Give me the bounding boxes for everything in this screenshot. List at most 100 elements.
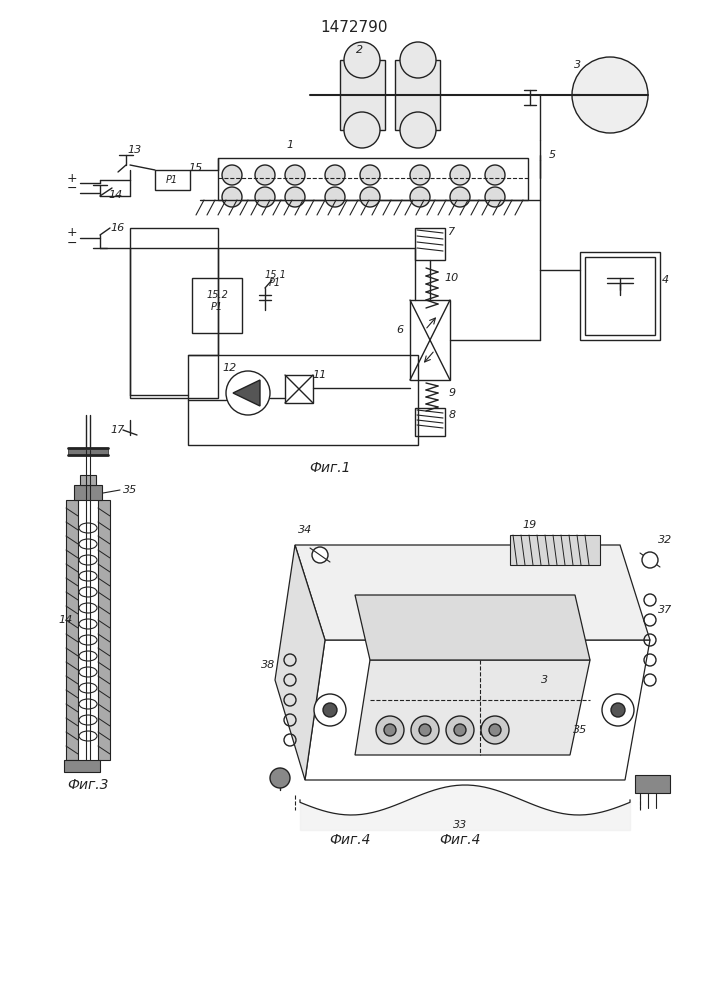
Text: 1: 1 [286, 140, 293, 150]
Circle shape [642, 552, 658, 568]
Text: 3: 3 [542, 675, 549, 685]
Bar [285, 375, 313, 403]
Text: 7: 7 [448, 227, 455, 237]
Bar [410, 300, 450, 380]
Text: +: + [66, 227, 77, 239]
Text: 35: 35 [123, 485, 137, 495]
Text: P1: P1 [166, 175, 178, 185]
Text: 35: 35 [573, 725, 587, 735]
Circle shape [446, 716, 474, 744]
Circle shape [410, 165, 430, 185]
Text: 12: 12 [223, 363, 237, 373]
Text: P1: P1 [211, 302, 223, 312]
Circle shape [323, 703, 337, 717]
Polygon shape [275, 545, 325, 780]
Circle shape [450, 187, 470, 207]
Text: 32: 32 [658, 535, 672, 545]
Circle shape [255, 187, 275, 207]
Circle shape [360, 165, 380, 185]
Circle shape [481, 716, 509, 744]
Circle shape [419, 724, 431, 736]
Polygon shape [295, 545, 650, 640]
Bar [188, 355, 418, 445]
Text: 15: 15 [189, 163, 203, 173]
Circle shape [222, 165, 242, 185]
Circle shape [344, 112, 380, 148]
Bar [510, 535, 600, 565]
Bar [340, 60, 385, 130]
Text: 15.2: 15.2 [206, 290, 228, 300]
Text: 4: 4 [662, 275, 669, 285]
Polygon shape [355, 595, 590, 660]
Text: 5: 5 [549, 150, 556, 160]
Circle shape [325, 187, 345, 207]
Circle shape [485, 187, 505, 207]
Text: 34: 34 [298, 525, 312, 535]
Circle shape [312, 547, 328, 563]
Circle shape [602, 694, 634, 726]
Circle shape [611, 703, 625, 717]
Bar [395, 60, 440, 130]
Circle shape [485, 165, 505, 185]
Text: 37: 37 [658, 605, 672, 615]
Text: +: + [66, 172, 77, 184]
Circle shape [325, 165, 345, 185]
Bar [130, 228, 218, 398]
Text: 16: 16 [111, 223, 125, 233]
Circle shape [410, 187, 430, 207]
Circle shape [222, 187, 242, 207]
Circle shape [376, 716, 404, 744]
Text: 38: 38 [261, 660, 275, 670]
Bar [580, 252, 660, 340]
Text: Фиг.4: Фиг.4 [439, 833, 481, 847]
Circle shape [400, 112, 436, 148]
Text: 14: 14 [59, 615, 73, 625]
Circle shape [344, 42, 380, 78]
Text: −: − [66, 182, 77, 194]
Bar [415, 408, 445, 436]
Text: −: − [66, 236, 77, 249]
Bar [98, 500, 110, 760]
Text: 9: 9 [448, 388, 455, 398]
Circle shape [411, 716, 439, 744]
Circle shape [314, 694, 346, 726]
Text: 6: 6 [397, 325, 404, 335]
Bar [415, 228, 445, 260]
Text: Фиг.3: Фиг.3 [67, 778, 109, 792]
Circle shape [255, 165, 275, 185]
Circle shape [360, 187, 380, 207]
Bar [68, 448, 108, 455]
Bar [585, 257, 655, 335]
Text: 3: 3 [574, 60, 582, 70]
Text: P1: P1 [269, 278, 281, 288]
Text: 13: 13 [128, 145, 142, 155]
Polygon shape [233, 380, 260, 406]
Bar [66, 500, 78, 760]
Text: 2: 2 [356, 45, 363, 55]
Bar [80, 475, 96, 485]
Text: 15.1: 15.1 [264, 270, 286, 280]
Circle shape [285, 187, 305, 207]
Text: Фиг.1: Фиг.1 [309, 461, 351, 475]
Circle shape [285, 165, 305, 185]
Circle shape [384, 724, 396, 736]
Text: 8: 8 [448, 410, 455, 420]
Circle shape [270, 768, 290, 788]
Text: Фиг.4: Фиг.4 [329, 833, 370, 847]
Circle shape [454, 724, 466, 736]
Circle shape [400, 42, 436, 78]
Text: 17: 17 [111, 425, 125, 435]
Circle shape [226, 371, 270, 415]
Text: 11: 11 [313, 370, 327, 380]
Text: 10: 10 [445, 273, 459, 283]
Bar [218, 158, 528, 200]
Bar [635, 775, 670, 793]
Text: 19: 19 [523, 520, 537, 530]
Circle shape [450, 165, 470, 185]
Text: 14: 14 [109, 190, 123, 200]
Polygon shape [355, 660, 590, 755]
Text: 1472790: 1472790 [320, 20, 387, 35]
Bar [74, 485, 102, 500]
Bar [155, 170, 190, 190]
Bar [192, 278, 242, 333]
